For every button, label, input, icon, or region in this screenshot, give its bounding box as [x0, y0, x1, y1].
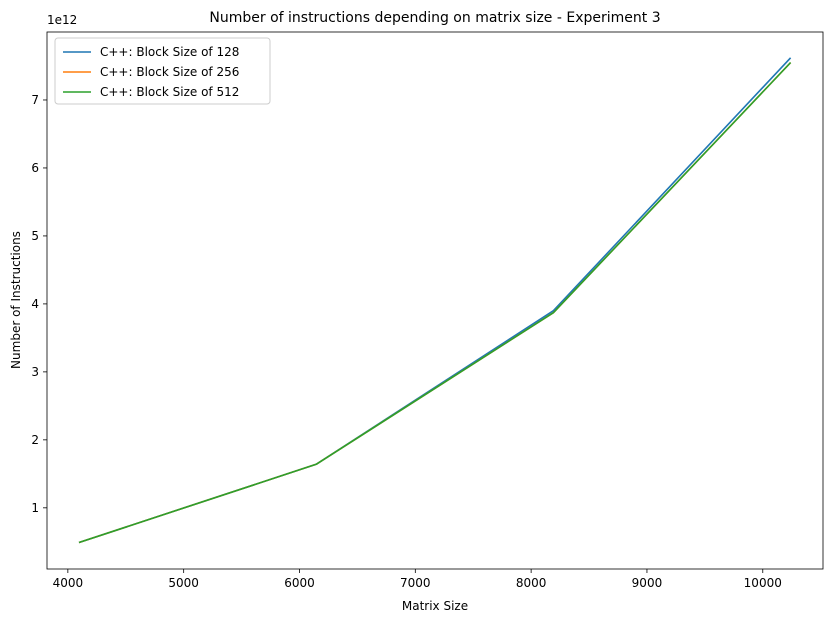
x-tick-label: 4000	[53, 576, 84, 590]
series-layer	[78, 57, 792, 544]
x-tick-label: 7000	[400, 576, 431, 590]
y-offset-label: 1e12	[47, 13, 77, 27]
x-tick-label: 9000	[632, 576, 663, 590]
chart-title: Number of instructions depending on matr…	[209, 10, 660, 26]
y-tick-label: 1	[31, 501, 39, 515]
x-axis-label: Matrix Size	[402, 599, 468, 613]
y-axis-label: Number of Instructions	[9, 231, 23, 369]
y-tick-label: 3	[31, 365, 39, 379]
y-tick-label: 7	[31, 93, 39, 107]
y-tick-label: 2	[31, 433, 39, 447]
tick-layer: 4000 5000 6000 7000 8000 9000 10000 1 2 3 4 5 6 7	[31, 93, 782, 590]
x-tick-label: 5000	[168, 576, 199, 590]
series-line-1	[78, 57, 792, 544]
x-tick-label: 6000	[284, 576, 315, 590]
legend-label-3: C++: Block Size of 512	[100, 85, 239, 99]
y-tick-label: 4	[31, 297, 39, 311]
legend: C++: Block Size of 128 C++: Block Size of…	[54, 37, 271, 105]
series-line-3	[78, 62, 792, 544]
x-tick-label: 8000	[516, 576, 547, 590]
y-tick-label: 6	[31, 161, 39, 175]
legend-label-2: C++: Block Size of 256	[100, 65, 239, 79]
x-tick-label: 10000	[744, 576, 782, 590]
plot-area-frame	[46, 31, 824, 570]
legend-label-1: C++: Block Size of 128	[100, 45, 239, 59]
legend-box	[54, 37, 271, 105]
y-tick-label: 5	[31, 229, 39, 243]
series-line-2	[78, 62, 792, 544]
